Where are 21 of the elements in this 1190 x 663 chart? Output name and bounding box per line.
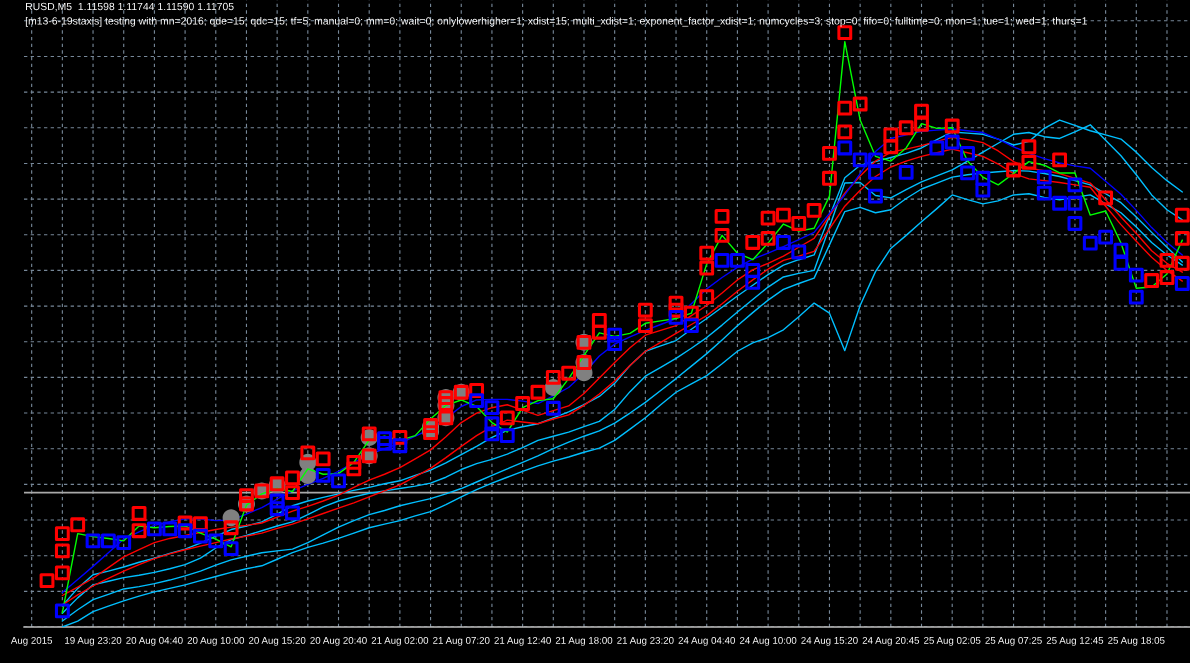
x-tick-label: 25 Aug 18:05 [1108,636,1165,646]
x-tick-label: Aug 2015 [10,636,53,646]
x-tick-label: 19 Aug 23:20 [65,636,122,646]
x-tick-label: 20 Aug 10:00 [187,636,245,646]
x-tick-label: 21 Aug 23:20 [617,636,674,646]
x-tick-label: 20 Aug 04:40 [126,636,183,646]
x-tick-label: 20 Aug 20:40 [310,636,367,646]
x-tick-label: 21 Aug 12:40 [494,636,551,646]
x-tick-label: 24 Aug 10:00 [739,636,797,646]
x-tick-label: 25 Aug 12:45 [1046,636,1104,646]
x-tick-label: 24 Aug 04:40 [678,636,735,646]
x-tick-label: 21 Aug 18:00 [555,636,613,646]
x-tick-label: 21 Aug 07:20 [433,636,490,646]
x-tick-label: 24 Aug 20:45 [862,636,920,646]
x-tick-label: 20 Aug 15:20 [248,636,306,646]
x-tick-label: 24 Aug 15:20 [801,636,858,646]
x-tick-label: 21 Aug 02:00 [371,636,429,646]
x-tick-label: 25 Aug 02:05 [924,636,981,646]
chart-subtitle: [m13-6-19staxis] testing with mn=2016; qde=15; qdc=15; tf=5; manual=0; mm=0; wait=0; onlylowerhigher=1; xdist=15; multi_xdist=1; exponent_factor_xdist=1; numcycles=3; stop=0; fifo=0; fulltime=0; mon=1; tue=1; wed=1; thurs=1 [25,16,1087,27]
x-tick-label: 25 Aug 07:25 [985,636,1042,646]
chart-title: RUSD,M5 1.11598 1.11744 1.11590 1.11705 [26,2,234,12]
